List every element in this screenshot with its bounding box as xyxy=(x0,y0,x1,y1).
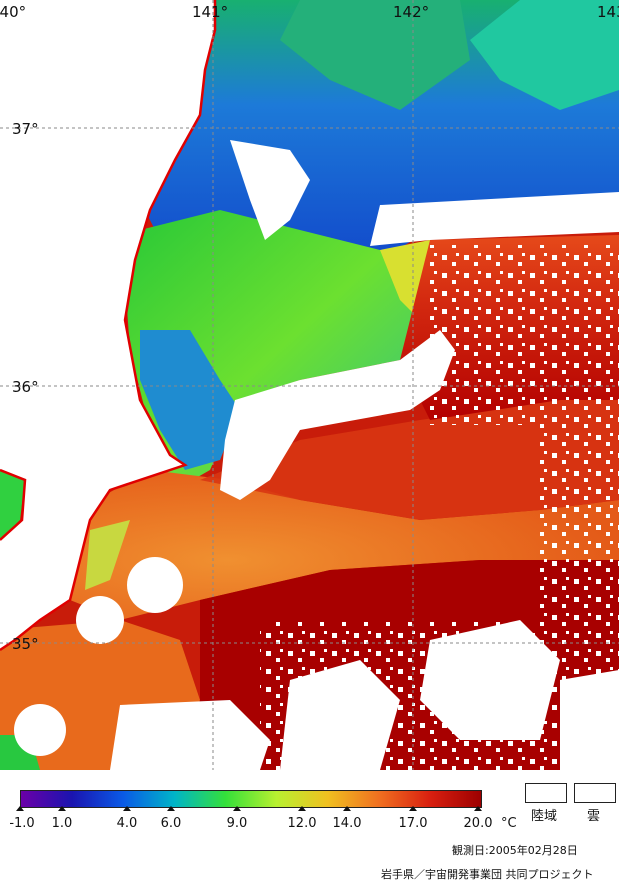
colorbar-tick-label: 4.0 xyxy=(116,816,138,831)
graticule-labels: 140° 141° 142° 143° 37° 36° 35° xyxy=(0,3,619,653)
cloud-mask xyxy=(14,140,619,770)
lat-label-37: 37° xyxy=(12,120,39,138)
legend: -1.0 1.0 4.0 6.0 9.0 12.0 14.0 17.0 20.0… xyxy=(0,770,619,881)
lon-label-143: 143° xyxy=(597,3,619,21)
lon-label-142: 142° xyxy=(393,3,429,21)
lon-label-141: 141° xyxy=(192,3,228,21)
colorbar-tick xyxy=(409,806,417,811)
colorbar-tick-label: 6.0 xyxy=(160,816,182,831)
project-credit: 岩手県／宇宙開発事業団 共同プロジェクト xyxy=(381,868,594,881)
observation-date: 観測日:2005年02月28日 xyxy=(452,844,578,857)
cloud-key-label: 雲 xyxy=(587,809,601,824)
colorbar-tick-label: -1.0 xyxy=(9,816,35,831)
temperature-colorbar xyxy=(20,790,482,808)
cloud-key-swatch xyxy=(574,783,616,803)
lat-label-36: 36° xyxy=(12,378,39,396)
colorbar-tick xyxy=(167,806,175,811)
lat-label-35: 35° xyxy=(12,635,39,653)
colorbar-tick-label: 12.0 xyxy=(287,816,317,831)
sea-surface-temperature-map: 140° 141° 142° 143° 37° 36° 35° xyxy=(0,0,619,770)
land-key-label: 陸域 xyxy=(531,809,558,824)
colorbar-tick-label: 20.0 xyxy=(463,816,493,831)
colorbar-tick xyxy=(123,806,131,811)
colorbar-tick xyxy=(16,806,24,811)
colorbar-tick xyxy=(343,806,351,811)
colorbar-tick xyxy=(233,806,241,811)
land-key-swatch xyxy=(525,783,567,803)
colorbar-tick-label: 14.0 xyxy=(332,816,362,831)
colorbar-tick-label: 17.0 xyxy=(398,816,428,831)
lon-label-140: 140° xyxy=(0,3,26,21)
graticule xyxy=(0,0,619,770)
colorbar-tick xyxy=(58,806,66,811)
colorbar-tick xyxy=(474,806,482,811)
colorbar-tick-label: 1.0 xyxy=(51,816,73,831)
colorbar-tick xyxy=(298,806,306,811)
colorbar-tick-label: 9.0 xyxy=(226,816,248,831)
temperature-unit: °C xyxy=(501,816,517,831)
land xyxy=(0,0,217,652)
